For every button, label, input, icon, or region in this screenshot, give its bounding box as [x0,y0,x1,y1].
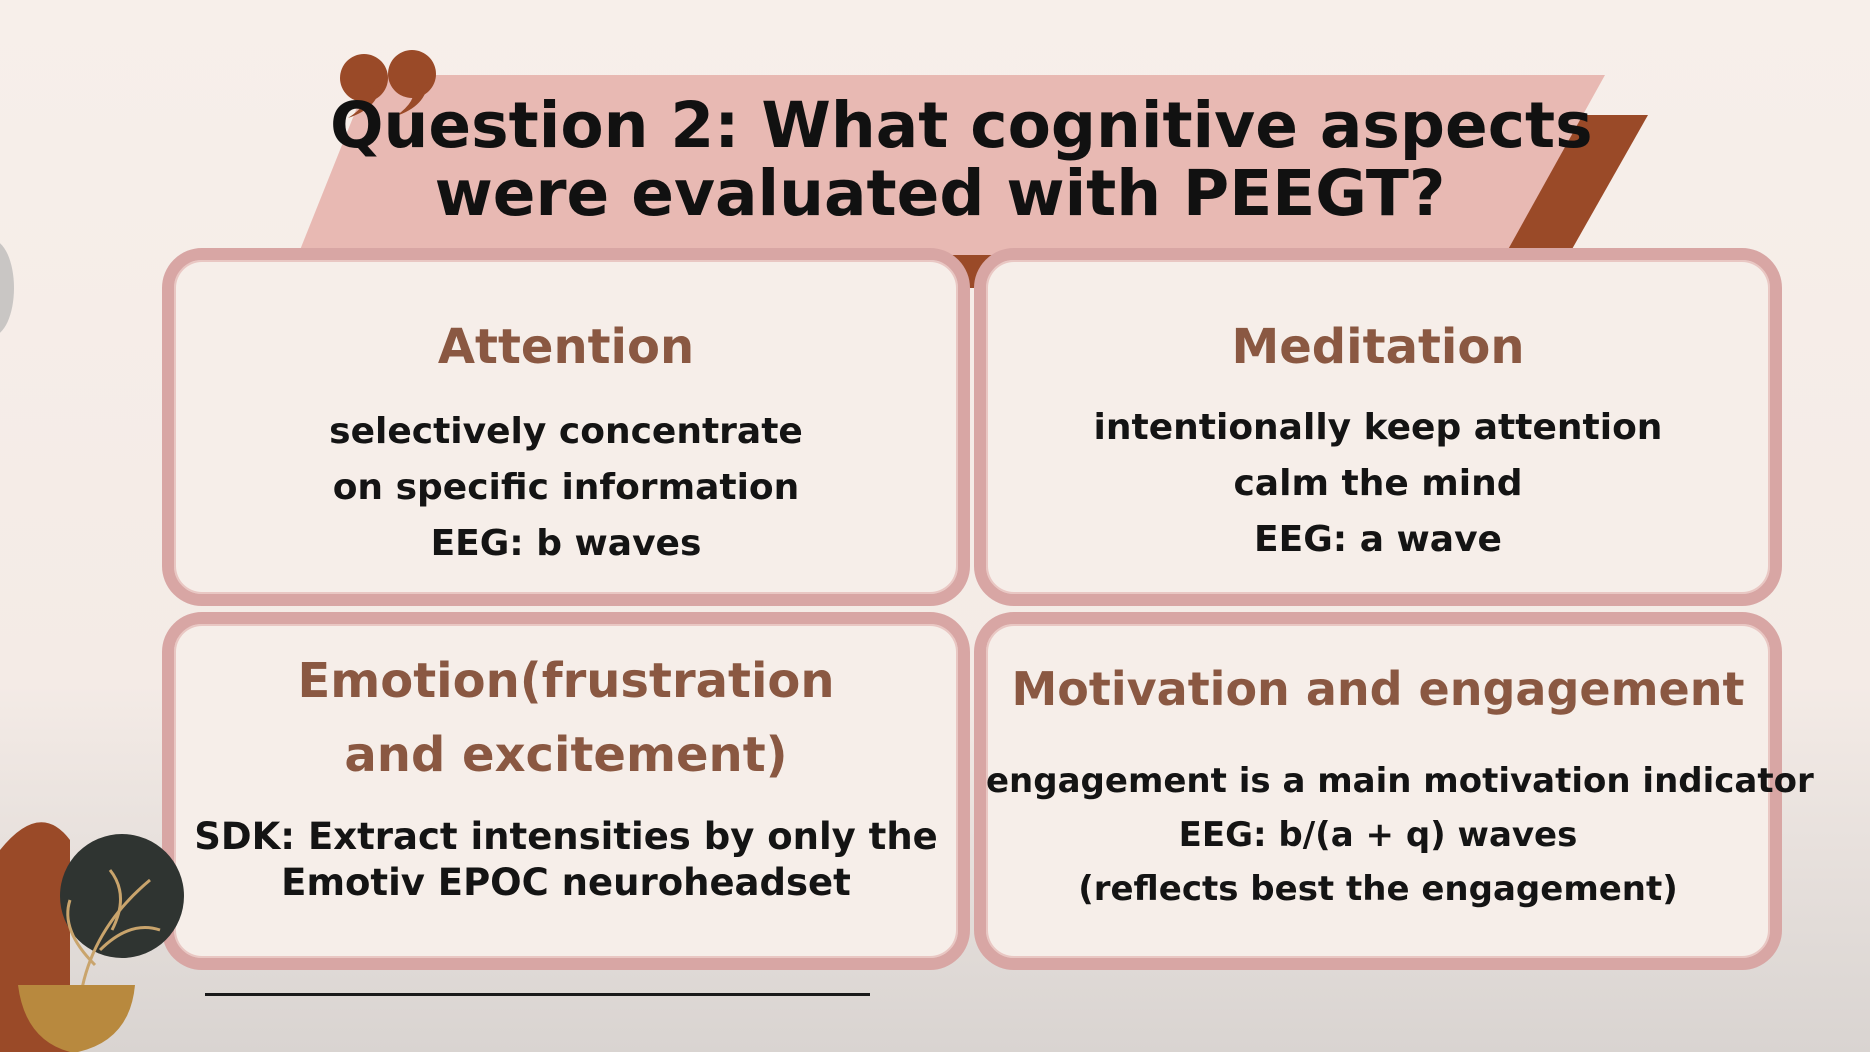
card-body-line: (reflects best the engagement) [1078,869,1678,909]
slide-title: Question 2: What cognitive aspects were … [330,89,1593,230]
card-body-line: SDK: Extract intensities by only the [194,815,938,858]
title-banner [298,50,1648,288]
card-title-line: Attention [437,319,695,375]
card-body-line: EEG: a wave [1254,519,1502,560]
banner-front [298,75,1605,255]
card-meditation: Meditation intentionally keep attention … [974,248,1782,606]
card-body: selectively concentrate on specific info… [174,404,958,572]
leaf-icon [66,869,161,1001]
card-attention: Attention selectively concentrate on spe… [162,248,970,606]
card-emotion: Emotion(frustration and excitement) SDK:… [162,612,970,970]
card-title: Emotion(frustration and excitement) [174,644,958,792]
divider-line [205,993,870,996]
card-title-line: Motivation and engagement [1011,662,1745,716]
card-title-line: Emotion(frustration [297,653,835,709]
plant-pot-icon [0,822,184,1052]
card-title: Attention [174,310,958,384]
card-body-line: calm the mind [1233,463,1523,504]
card-body-line: EEG: b waves [430,523,702,564]
card-body-line: intentionally keep attention [1093,407,1663,448]
card-body-line: EEG: b/(a + q) waves [1178,815,1578,855]
quote-mark-icon [340,50,436,118]
card-body-line: Emotiv EPOC neuroheadset [281,861,851,904]
card-body-line: on specific information [332,467,800,508]
card-title-line: Meditation [1231,319,1525,375]
card-title: Motivation and engagement [986,652,1770,726]
decorative-circle [0,240,14,336]
card-body-line: selectively concentrate [329,411,803,452]
card-body-line: engagement is a main motivation indicato… [986,761,1814,801]
card-body: engagement is a main motivation indicato… [986,754,1814,916]
title-line: Question 2: What cognitive aspects [330,89,1593,162]
title-line: were evaluated with PEEGT? [434,157,1446,230]
card-title-line: and excitement) [344,727,788,783]
card-title: Meditation [986,310,1770,384]
card-body: intentionally keep attention calm the mi… [986,400,1770,568]
card-body: SDK: Extract intensities by only the Emo… [174,814,958,906]
card-motivation: Motivation and engagement engagement is … [974,612,1814,970]
